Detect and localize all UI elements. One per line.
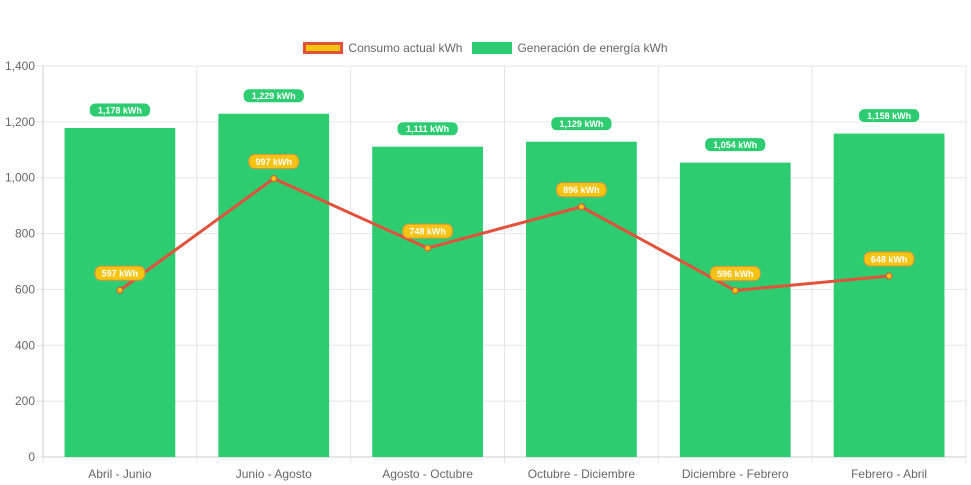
bar-data-label: 1,229 kWh bbox=[252, 91, 296, 101]
line-point bbox=[270, 175, 278, 183]
line-point bbox=[731, 287, 739, 295]
bar-data-label-bg bbox=[857, 108, 921, 124]
line-point bbox=[116, 286, 124, 294]
line-data-label-bg bbox=[863, 251, 915, 267]
x-tick-label: Abril - Junio bbox=[88, 467, 152, 481]
bar bbox=[218, 113, 330, 457]
y-tick-label: 0 bbox=[28, 450, 35, 464]
bar bbox=[833, 133, 945, 457]
x-tick-label: Junio - Agosto bbox=[236, 467, 312, 481]
bar-data-label: 1,111 kWh bbox=[406, 124, 449, 134]
bar bbox=[679, 162, 791, 457]
y-tick-label: 1,200 bbox=[5, 115, 35, 129]
y-tick-label: 400 bbox=[15, 338, 35, 352]
legend-item-generacion[interactable]: Generación de energía kWh bbox=[472, 41, 668, 55]
line-data-label: 997 kWh bbox=[255, 157, 292, 167]
consumo-line bbox=[119, 177, 890, 293]
line-data-label-bg bbox=[402, 223, 454, 239]
line-data-label: 896 kWh bbox=[563, 185, 600, 195]
y-tick-label: 1,400 bbox=[5, 59, 35, 73]
line-data-label: 648 kWh bbox=[871, 254, 908, 264]
legend-swatch-generacion bbox=[472, 42, 513, 54]
bar-data-label: 1,158 kWh bbox=[867, 111, 911, 121]
line-point bbox=[577, 203, 585, 211]
bar-data-label-bg bbox=[704, 137, 767, 153]
bar-data-label: 1,129 kWh bbox=[559, 119, 603, 129]
line-data-label: 748 kWh bbox=[409, 226, 446, 236]
line-point bbox=[885, 272, 893, 280]
y-tick-label: 800 bbox=[15, 227, 35, 241]
x-tick-label: Octubre - Diciembre bbox=[528, 467, 636, 481]
y-tick-label: 600 bbox=[15, 282, 35, 296]
line-data-label-bg bbox=[709, 266, 761, 282]
bar-data-label-bg bbox=[396, 121, 459, 137]
legend-label-consumo: Consumo actual kWh bbox=[348, 41, 463, 55]
line-data-label-bg bbox=[94, 265, 146, 281]
bar-data-label-bg bbox=[242, 88, 305, 104]
y-tick-label: 200 bbox=[15, 394, 35, 408]
bar-data-label-bg bbox=[88, 102, 152, 118]
legend-swatch-consumo bbox=[303, 42, 344, 54]
legend-item-consumo[interactable]: Consumo actual kWh bbox=[303, 41, 462, 55]
bar-data-label: 1,054 kWh bbox=[713, 140, 757, 150]
y-tick-label: 1,000 bbox=[5, 171, 35, 185]
x-tick-label: Diciembre - Febrero bbox=[682, 467, 789, 481]
bar-data-label-bg bbox=[550, 116, 613, 132]
line-data-label: 596 kWh bbox=[717, 269, 754, 279]
line-point bbox=[424, 244, 432, 252]
x-tick-label: Febrero - Abril bbox=[851, 467, 927, 481]
x-tick-label: Agosto - Octubre bbox=[382, 467, 473, 481]
bar bbox=[372, 146, 483, 458]
line-data-label-bg bbox=[555, 182, 607, 198]
line-data-label-bg bbox=[248, 154, 300, 170]
legend-label-generacion: Generación de energía kWh bbox=[517, 41, 668, 55]
line-data-label: 597 kWh bbox=[102, 269, 139, 279]
bar-data-label: 1,178 kWh bbox=[98, 105, 142, 115]
chart-legend: Consumo actual kWh Generación de energía… bbox=[0, 41, 971, 55]
